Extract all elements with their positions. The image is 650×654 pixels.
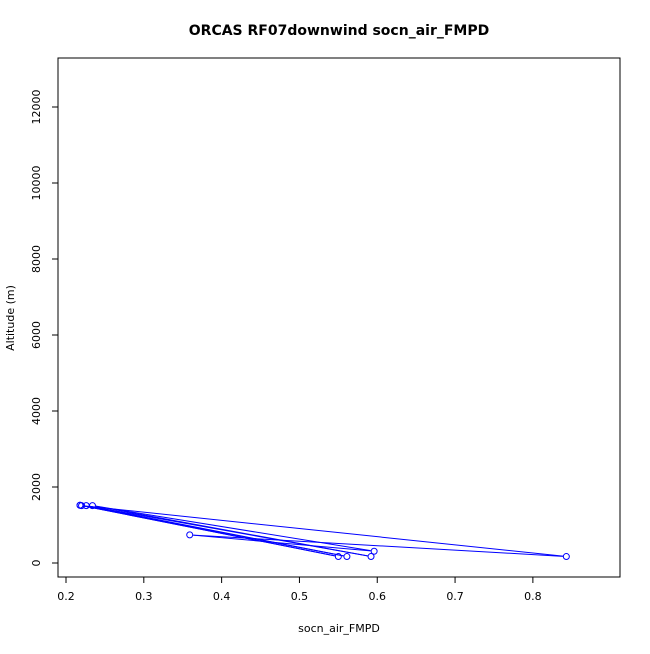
x-tick-label: 0.5 [291,590,309,603]
x-tick-label: 0.6 [369,590,387,603]
data-point [186,531,194,539]
series-line-segment [89,505,344,557]
x-tick-label: 0.2 [57,590,75,603]
data-point [78,502,86,510]
data-point [343,553,351,561]
x-axis-label: socn_air_FMPD [298,622,380,635]
y-tick-label: 4000 [30,397,43,425]
data-point [367,553,375,561]
x-tick-label: 0.4 [213,590,231,603]
y-axis: 0 2000 4000 6000 8000 10000 12000 [30,90,59,567]
y-tick-label: 10000 [30,166,43,201]
data-point [562,553,570,561]
data-point [370,547,378,555]
chart-title: ORCAS RF07downwind socn_air_FMPD [189,23,489,39]
y-tick-label: 2000 [30,473,43,501]
y-axis-label: Altitude (m) [4,285,17,351]
x-tick-label: 0.3 [135,590,153,603]
series-line-segment [193,534,371,552]
y-tick-label: 0 [30,560,43,567]
x-axis: 0.2 0.3 0.4 0.5 0.6 0.7 0.8 [57,576,542,603]
x-tick-label: 0.8 [524,590,542,603]
data-point [88,502,96,510]
x-tick-label: 0.7 [446,590,464,603]
series-layer [76,501,570,561]
data-point [334,553,342,561]
y-tick-label: 8000 [30,245,43,273]
series-line-segment [84,505,563,557]
series-line-segment [193,534,563,557]
plot-frame [57,57,621,578]
y-tick-label: 12000 [30,90,43,125]
series-line-segment [95,505,371,552]
series-line-segment [95,505,368,557]
y-tick-label: 6000 [30,321,43,349]
